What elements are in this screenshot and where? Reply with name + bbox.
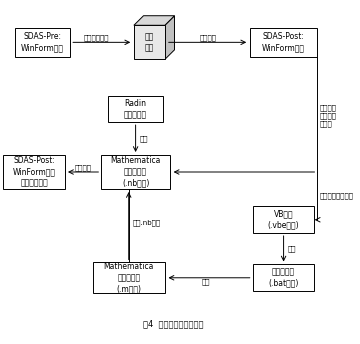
- Text: SDAS-Pre:
WinForm窗体: SDAS-Pre: WinForm窗体: [21, 32, 64, 52]
- FancyBboxPatch shape: [253, 206, 314, 233]
- FancyBboxPatch shape: [134, 25, 165, 60]
- Text: 保存
数据: 保存 数据: [145, 32, 154, 52]
- Text: 运行.nb文件: 运行.nb文件: [133, 220, 161, 226]
- FancyBboxPatch shape: [3, 155, 65, 189]
- Text: 载入: 载入: [140, 136, 148, 142]
- Text: 调用: 调用: [288, 246, 296, 252]
- Text: VB脚本
(.vbe文件): VB脚本 (.vbe文件): [268, 210, 300, 230]
- Text: SDAS-Post:
WinForm窗体
显示设计方案: SDAS-Post: WinForm窗体 显示设计方案: [13, 157, 55, 187]
- Text: 读取参数: 读取参数: [199, 35, 216, 41]
- Text: 输入设计参数: 输入设计参数: [83, 35, 109, 41]
- FancyBboxPatch shape: [93, 262, 165, 293]
- Text: 批处理程序
(.bat文件): 批处理程序 (.bat文件): [269, 268, 299, 288]
- Text: Mathematica
安装包程序
(.m文件): Mathematica 安装包程序 (.m文件): [104, 262, 154, 293]
- Polygon shape: [165, 16, 175, 60]
- Text: 输出结果: 输出结果: [75, 164, 92, 171]
- Text: 调用: 调用: [202, 279, 210, 285]
- Text: 修改运行
代码参数
并保存: 修改运行 代码参数 并保存: [320, 104, 337, 127]
- Text: Mathematica
笔记本代码
(.nb文件): Mathematica 笔记本代码 (.nb文件): [111, 157, 161, 187]
- Text: SDAS-Post:
WinForm窗体: SDAS-Post: WinForm窗体: [262, 32, 305, 52]
- FancyBboxPatch shape: [15, 28, 70, 57]
- Text: 图4  自动实现方法流程图: 图4 自动实现方法流程图: [143, 319, 204, 328]
- Polygon shape: [134, 16, 175, 25]
- FancyBboxPatch shape: [250, 28, 317, 57]
- Text: 修改参数后，执行: 修改参数后，执行: [320, 193, 354, 199]
- FancyBboxPatch shape: [253, 265, 314, 291]
- FancyBboxPatch shape: [101, 155, 170, 189]
- Text: Radin
磁场计算包: Radin 磁场计算包: [124, 99, 147, 119]
- FancyBboxPatch shape: [108, 96, 163, 122]
